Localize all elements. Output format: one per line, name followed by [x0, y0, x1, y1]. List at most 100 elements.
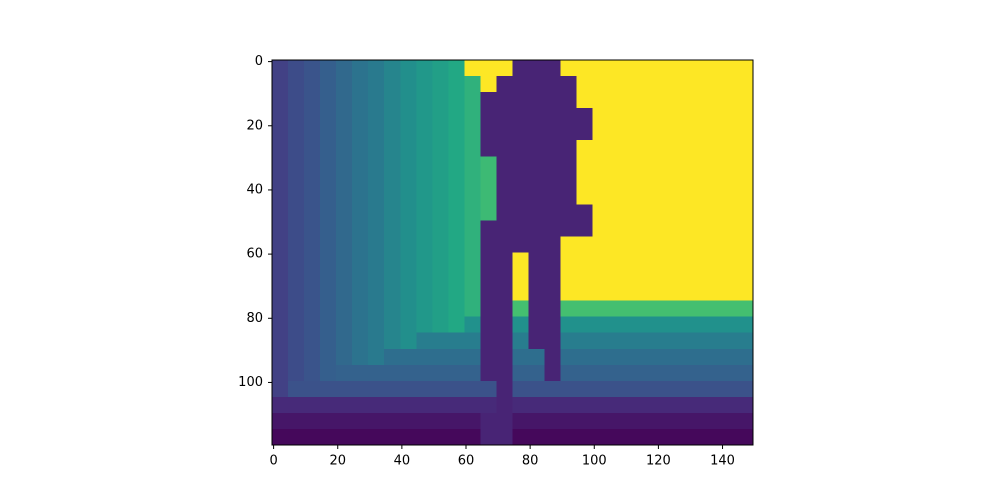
cell — [400, 220, 417, 237]
cell — [464, 172, 481, 189]
cell — [336, 92, 353, 109]
cell — [464, 284, 481, 302]
cell — [384, 92, 401, 109]
cell — [640, 268, 658, 286]
cell — [672, 332, 690, 350]
cell — [496, 92, 513, 109]
cell — [528, 236, 546, 253]
cell — [480, 348, 497, 366]
cell — [656, 252, 674, 270]
cell — [624, 92, 642, 109]
cell — [672, 140, 690, 157]
cell — [672, 348, 690, 366]
cell — [512, 332, 530, 350]
cell — [352, 204, 369, 221]
y-tick-label: 20 — [246, 118, 263, 133]
cell — [624, 220, 642, 237]
cell — [272, 60, 289, 77]
cell — [656, 220, 674, 237]
cell — [592, 124, 610, 141]
cell — [320, 428, 337, 445]
cell — [576, 204, 594, 221]
cell — [368, 92, 385, 109]
cell — [592, 252, 610, 270]
cell — [304, 124, 321, 141]
cell — [480, 396, 497, 414]
cell — [624, 412, 642, 430]
cell — [416, 348, 433, 366]
cell — [704, 124, 722, 141]
cell — [704, 236, 722, 253]
cell — [336, 236, 353, 253]
cell — [640, 172, 658, 189]
cell — [304, 60, 321, 77]
cell — [608, 348, 626, 366]
cell — [304, 92, 321, 109]
cell — [560, 236, 578, 253]
cell — [480, 380, 497, 398]
cell — [576, 236, 594, 253]
cell — [656, 76, 674, 93]
cell — [560, 220, 578, 237]
cell — [272, 108, 289, 125]
cell — [272, 396, 289, 414]
cell — [496, 348, 513, 366]
cell — [592, 76, 610, 93]
cell — [512, 364, 530, 382]
cell — [432, 124, 449, 141]
cell — [576, 188, 594, 205]
cell — [560, 380, 578, 398]
cell — [336, 348, 353, 366]
cell — [672, 76, 690, 93]
cell — [496, 60, 513, 77]
y-tick-label: 40 — [246, 182, 263, 197]
x-tick-label: 40 — [394, 454, 411, 469]
cell — [592, 108, 610, 125]
cell — [640, 92, 658, 109]
cell — [544, 348, 562, 366]
cell — [272, 220, 289, 237]
cell — [352, 92, 369, 109]
cell — [480, 332, 497, 350]
cell — [496, 316, 513, 334]
cell — [448, 412, 465, 430]
cell — [384, 412, 401, 430]
cell — [288, 172, 305, 189]
cell — [496, 332, 513, 350]
cell — [736, 268, 753, 286]
cell — [352, 76, 369, 93]
cell — [608, 284, 626, 302]
cell — [512, 380, 530, 398]
cell — [640, 108, 658, 125]
cell — [736, 348, 753, 366]
cell — [512, 140, 530, 157]
cell — [576, 172, 594, 189]
cell — [704, 204, 722, 221]
cell — [560, 332, 578, 350]
cell — [672, 412, 690, 430]
cell — [720, 300, 738, 318]
cell — [368, 60, 385, 77]
cell — [400, 140, 417, 157]
cell — [336, 108, 353, 125]
cell — [368, 332, 385, 350]
cell — [720, 268, 738, 286]
cell — [304, 252, 321, 270]
cell — [704, 220, 722, 237]
cell — [336, 60, 353, 77]
cell — [432, 348, 449, 366]
cell — [512, 284, 530, 302]
cell — [592, 428, 610, 445]
cell — [560, 348, 578, 366]
cell — [640, 332, 658, 350]
cell — [544, 364, 562, 382]
cell — [528, 124, 546, 141]
cell — [576, 396, 594, 414]
cell — [336, 204, 353, 221]
cell — [720, 332, 738, 350]
cell — [528, 380, 546, 398]
cell — [464, 412, 481, 430]
cell — [288, 76, 305, 93]
cell — [416, 172, 433, 189]
